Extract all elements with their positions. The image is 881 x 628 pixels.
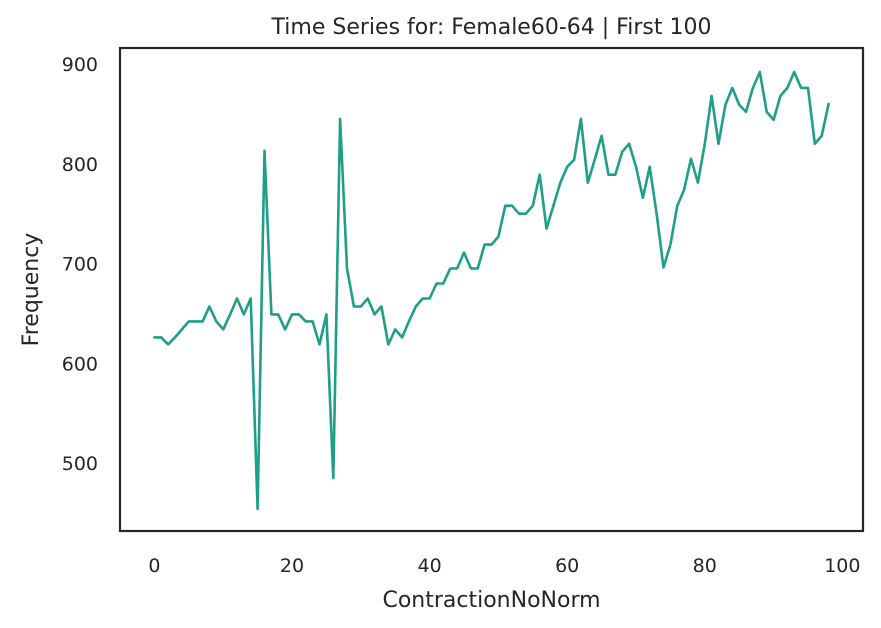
plot-frame <box>118 46 865 533</box>
chart-title: Time Series for: Female60-64 | First 100 <box>271 15 712 40</box>
y-axis-label: Frequency <box>19 233 44 347</box>
x-tick-label: 60 <box>555 555 579 577</box>
y-tick-label: 700 <box>62 254 98 276</box>
x-axis: 0 20 40 60 80 100 <box>148 555 860 577</box>
y-tick-label: 800 <box>62 154 98 176</box>
x-tick-label: 20 <box>280 555 304 577</box>
x-tick-label: 40 <box>417 555 441 577</box>
y-tick-label: 600 <box>62 353 98 375</box>
x-axis-label: ContractionNoNorm <box>382 588 600 613</box>
x-tick-label: 80 <box>693 555 717 577</box>
x-tick-label: 0 <box>148 555 160 577</box>
y-tick-label: 900 <box>62 54 98 76</box>
x-tick-label: 100 <box>824 555 860 577</box>
series-line <box>153 70 830 511</box>
y-axis: 500 600 700 800 900 <box>62 54 98 475</box>
y-tick-label: 500 <box>62 453 98 475</box>
